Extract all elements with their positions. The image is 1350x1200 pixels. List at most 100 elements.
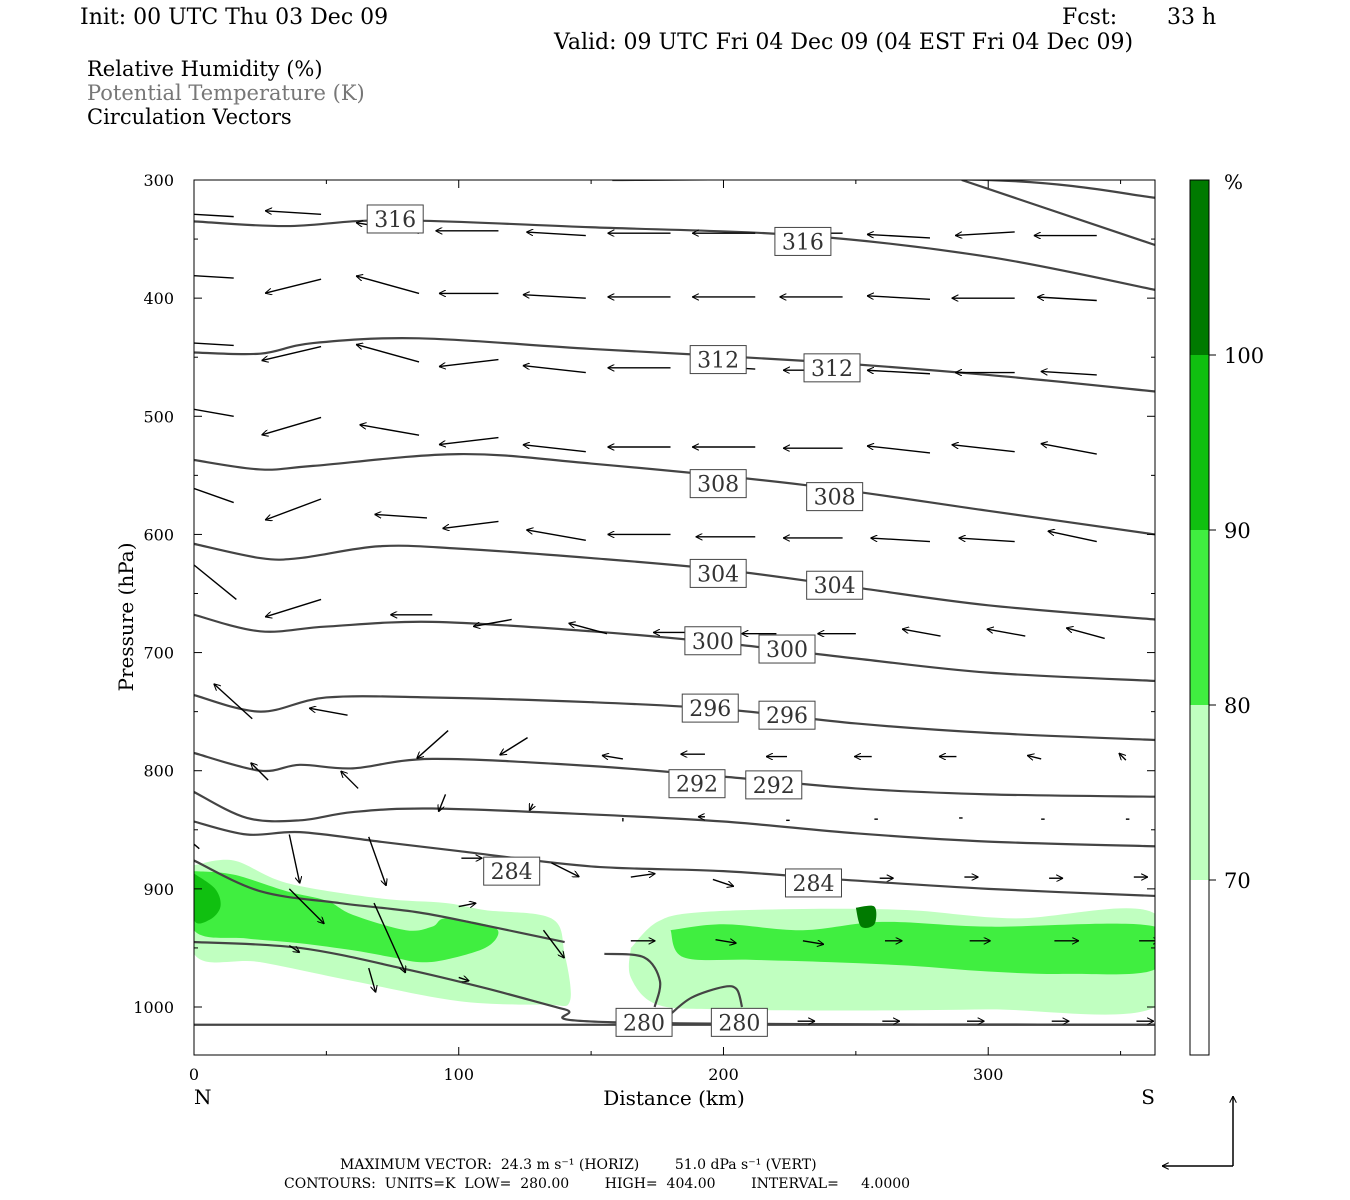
colorbar-tick-label: 100 [1224, 344, 1264, 368]
vector-arrow-67 [309, 708, 348, 716]
plot-frame [193, 179, 1156, 1056]
contour-label-box [784, 868, 842, 898]
vector-arrow-36 [439, 436, 499, 445]
vector-arrow-80 [528, 804, 533, 811]
vector-arrow-103 [542, 929, 564, 958]
vector-arrow-63 [902, 629, 941, 637]
contour-label-2: 312 [689, 345, 747, 375]
contour-label-box [689, 345, 747, 375]
y-tick-label: 900 [143, 880, 174, 899]
vector-arrow-33 [194, 408, 234, 417]
contour-label-5: 308 [806, 482, 864, 512]
vector-arrow-15 [523, 295, 586, 299]
vector-arrow-78 [341, 771, 359, 789]
contour-label-text: 280 [718, 1011, 760, 1036]
vector-arrow-90 [368, 836, 387, 886]
colorbar-band-4 [1190, 180, 1209, 355]
theta-contour-286-10 [194, 820, 1155, 898]
vector-arrow-22 [194, 342, 234, 347]
contour-label-1: 316 [774, 226, 832, 256]
contour-label-6: 304 [689, 558, 747, 588]
contour-info-note: CONTOURS: UNITS=K LOW= 280.00 HIGH= 404.… [284, 1176, 911, 1192]
vector-arrow-1 [265, 211, 322, 215]
vector-arrow-9 [955, 231, 1015, 236]
vector-arrow-53 [959, 538, 1015, 543]
rh-region-100-5 [855, 905, 877, 929]
contour-label-text: 308 [814, 486, 856, 511]
contour-label-text: 304 [814, 574, 856, 599]
field-rh-title: Relative Humidity (%) [87, 57, 323, 81]
theta-contour-288-9 [194, 790, 1155, 848]
x-axis-label: Distance (km) [603, 1086, 745, 1110]
contour-label-text: 300 [692, 630, 734, 655]
theta-contour-296-7 [194, 694, 1155, 742]
colorbar-tick-label: 90 [1224, 519, 1251, 543]
vector-arrow-45 [265, 498, 322, 520]
vector-arrow-113 [458, 977, 470, 981]
vector-arrow-66 [214, 684, 253, 720]
vector-arrow-23 [262, 345, 322, 361]
y-tick-label: 800 [143, 762, 174, 781]
y-tick-label: 400 [143, 289, 174, 308]
vector-arrow-30 [867, 370, 931, 375]
x-end-label-north: N [194, 1085, 212, 1109]
forecast-label: Fcst: [1062, 5, 1118, 30]
contour-label-box [745, 770, 803, 800]
vector-arrow-102 [458, 903, 477, 907]
contour-label-box [806, 482, 864, 512]
init-time: Init: 00 UTC Thu 03 Dec 09 [80, 5, 389, 30]
forecast-hour: 33 h [1167, 5, 1217, 30]
vector-arrow-58 [473, 618, 512, 626]
contour-label-text: 296 [766, 704, 808, 729]
contour-label-text: 316 [782, 230, 824, 255]
contour-label-12: 292 [668, 769, 726, 799]
vector-arrow-24 [356, 344, 420, 363]
vector-arrow-75 [1027, 755, 1042, 759]
vector-arrow-105 [715, 940, 737, 944]
contour-label-text: 292 [753, 774, 795, 799]
vector-arrow-92 [551, 862, 579, 878]
vector-arrow-35 [360, 425, 420, 436]
contour-label-15: 284 [784, 868, 842, 898]
vector-arrow-4 [526, 232, 586, 237]
contour-label-text: 312 [811, 357, 853, 382]
contour-label-box [689, 558, 747, 588]
theta-contour-280-14 [669, 985, 744, 1015]
contour-label-16: 280 [615, 1007, 673, 1037]
vector-arrow-43 [1041, 444, 1097, 455]
vector-arrow-48 [526, 530, 586, 542]
vector-arrow-34 [262, 416, 322, 435]
vector-arrow-13 [356, 276, 420, 295]
contour-label-box [668, 769, 726, 799]
vector-arrow-101 [373, 902, 406, 973]
contour-label-text: 280 [623, 1011, 665, 1036]
y-tick-label: 600 [143, 525, 174, 544]
theta-contour-304-5 [194, 542, 1155, 621]
contour-label-text: 300 [766, 638, 808, 663]
vector-arrow-93 [630, 874, 656, 878]
colorbar: 70 80 90 100 [1189, 179, 1264, 1056]
rh-region-80-3 [670, 921, 1155, 975]
vector-arrow-100 [288, 888, 324, 924]
vector-arrow-70 [602, 755, 623, 759]
vector-arrow-64 [987, 629, 1026, 637]
contour-label-9: 300 [758, 634, 816, 664]
contour-label-7: 304 [806, 570, 864, 600]
theta-contour-284-11 [194, 859, 565, 944]
contour-label-box [615, 1007, 673, 1037]
y-tick-label: 500 [143, 407, 174, 426]
vector-arrow-32 [1041, 371, 1097, 376]
contour-label-14: 284 [483, 856, 541, 886]
valid-time: Valid: 09 UTC Fri 04 Dec 09 (04 EST Fri … [554, 30, 1134, 55]
vector-arrow-56 [265, 598, 322, 617]
vector-arrow-77 [251, 763, 269, 781]
vector-arrow-111 [288, 944, 300, 953]
vector-arrow-89 [288, 834, 300, 884]
vector-arrow-79 [439, 794, 447, 812]
vector-arrow-54 [1048, 531, 1097, 543]
theta-contour-layer [194, 180, 1155, 1026]
contour-label-text: 308 [697, 473, 739, 498]
contour-label-text: 292 [676, 773, 718, 798]
contour-label-text: 284 [792, 872, 834, 897]
contour-label-0: 316 [366, 204, 424, 234]
